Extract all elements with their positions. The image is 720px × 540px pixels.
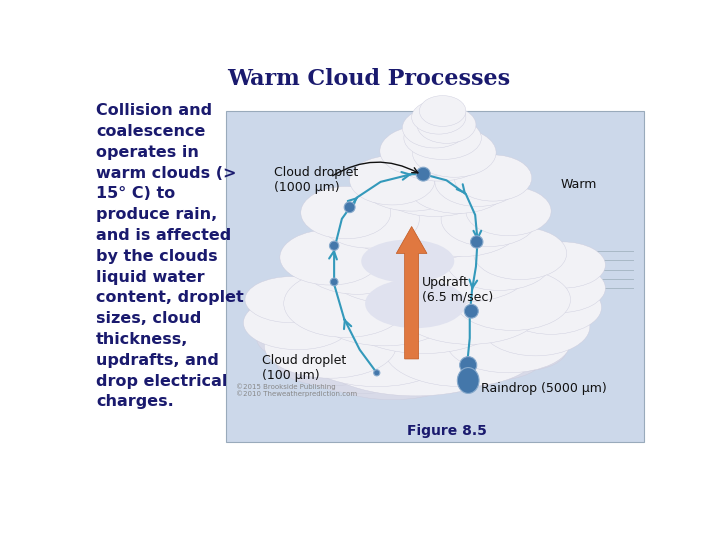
Ellipse shape — [457, 368, 479, 394]
Ellipse shape — [361, 240, 454, 283]
Ellipse shape — [408, 158, 508, 213]
Ellipse shape — [276, 336, 384, 386]
Ellipse shape — [474, 328, 567, 372]
Ellipse shape — [402, 189, 523, 256]
Ellipse shape — [446, 232, 552, 291]
Ellipse shape — [516, 289, 594, 333]
Text: produce rain,: produce rain, — [96, 207, 217, 222]
Circle shape — [459, 356, 477, 374]
Ellipse shape — [249, 289, 334, 333]
Ellipse shape — [256, 315, 350, 361]
Circle shape — [374, 370, 380, 376]
Ellipse shape — [340, 186, 461, 254]
Ellipse shape — [402, 108, 467, 148]
Ellipse shape — [302, 233, 413, 294]
Circle shape — [330, 241, 339, 251]
Ellipse shape — [412, 100, 466, 134]
Circle shape — [416, 167, 431, 181]
Text: Warm: Warm — [560, 178, 597, 191]
Text: coalescence: coalescence — [96, 124, 206, 139]
Ellipse shape — [315, 311, 516, 396]
Ellipse shape — [446, 311, 570, 373]
Ellipse shape — [400, 231, 532, 302]
Ellipse shape — [311, 269, 458, 346]
Text: warm clouds (>: warm clouds (> — [96, 166, 237, 181]
Text: sizes, cloud: sizes, cloud — [96, 311, 202, 326]
Circle shape — [344, 202, 355, 213]
Text: operates in: operates in — [96, 145, 199, 160]
Text: 15° C) to: 15° C) to — [96, 186, 176, 201]
Ellipse shape — [384, 313, 539, 387]
Text: Updraft
(6.5 m/sec): Updraft (6.5 m/sec) — [422, 275, 493, 303]
Ellipse shape — [359, 153, 464, 211]
Ellipse shape — [365, 336, 497, 394]
Text: Figure 8.5: Figure 8.5 — [407, 423, 487, 437]
Text: drop electrical: drop electrical — [96, 374, 228, 389]
Ellipse shape — [264, 314, 396, 378]
Ellipse shape — [526, 267, 600, 309]
Ellipse shape — [350, 229, 505, 309]
Bar — [225, 111, 644, 442]
Ellipse shape — [500, 280, 601, 334]
Ellipse shape — [374, 152, 495, 217]
Ellipse shape — [482, 298, 590, 356]
Ellipse shape — [454, 269, 570, 330]
Ellipse shape — [435, 157, 520, 206]
Circle shape — [464, 304, 478, 318]
FancyArrow shape — [396, 226, 427, 359]
Text: updrafts, and: updrafts, and — [96, 353, 219, 368]
Ellipse shape — [396, 271, 544, 345]
Ellipse shape — [338, 269, 508, 354]
Text: and is affected: and is affected — [96, 228, 231, 243]
Ellipse shape — [324, 230, 461, 303]
Ellipse shape — [301, 186, 391, 239]
Ellipse shape — [280, 230, 381, 285]
Ellipse shape — [319, 338, 466, 400]
Ellipse shape — [454, 155, 532, 201]
Ellipse shape — [419, 96, 466, 126]
Ellipse shape — [388, 126, 489, 181]
Text: liquid water: liquid water — [96, 269, 204, 285]
Text: charges.: charges. — [96, 394, 174, 409]
Text: Warm Cloud Processes: Warm Cloud Processes — [228, 68, 510, 90]
Ellipse shape — [300, 340, 423, 394]
Ellipse shape — [350, 156, 435, 205]
Ellipse shape — [474, 227, 567, 280]
Text: content, droplet: content, droplet — [96, 291, 244, 306]
Ellipse shape — [380, 126, 467, 177]
Text: ©2015 Brookside Publishing
©2010 Theweatherprediction.com: ©2015 Brookside Publishing ©2010 Theweat… — [235, 383, 357, 397]
Ellipse shape — [300, 313, 454, 387]
Ellipse shape — [284, 269, 408, 338]
Text: thickness,: thickness, — [96, 332, 189, 347]
Ellipse shape — [404, 334, 520, 388]
Text: Cloud droplet
(1000 μm): Cloud droplet (1000 μm) — [274, 166, 359, 194]
Ellipse shape — [497, 309, 582, 352]
Ellipse shape — [441, 191, 537, 247]
Text: by the clouds: by the clouds — [96, 249, 218, 264]
Ellipse shape — [243, 296, 352, 350]
Ellipse shape — [417, 106, 476, 143]
Ellipse shape — [361, 186, 500, 260]
Ellipse shape — [413, 128, 496, 177]
Ellipse shape — [513, 264, 606, 313]
Ellipse shape — [404, 117, 482, 159]
Ellipse shape — [466, 186, 551, 236]
Ellipse shape — [520, 242, 606, 288]
Text: Raindrop (5000 μm): Raindrop (5000 μm) — [482, 382, 607, 395]
Ellipse shape — [365, 279, 466, 328]
Circle shape — [330, 278, 338, 286]
Ellipse shape — [245, 276, 338, 323]
Ellipse shape — [319, 190, 419, 248]
Circle shape — [471, 236, 483, 248]
Text: Collision and: Collision and — [96, 103, 212, 118]
Text: Cloud droplet
(100 μm): Cloud droplet (100 μm) — [262, 354, 346, 382]
Ellipse shape — [443, 334, 544, 381]
